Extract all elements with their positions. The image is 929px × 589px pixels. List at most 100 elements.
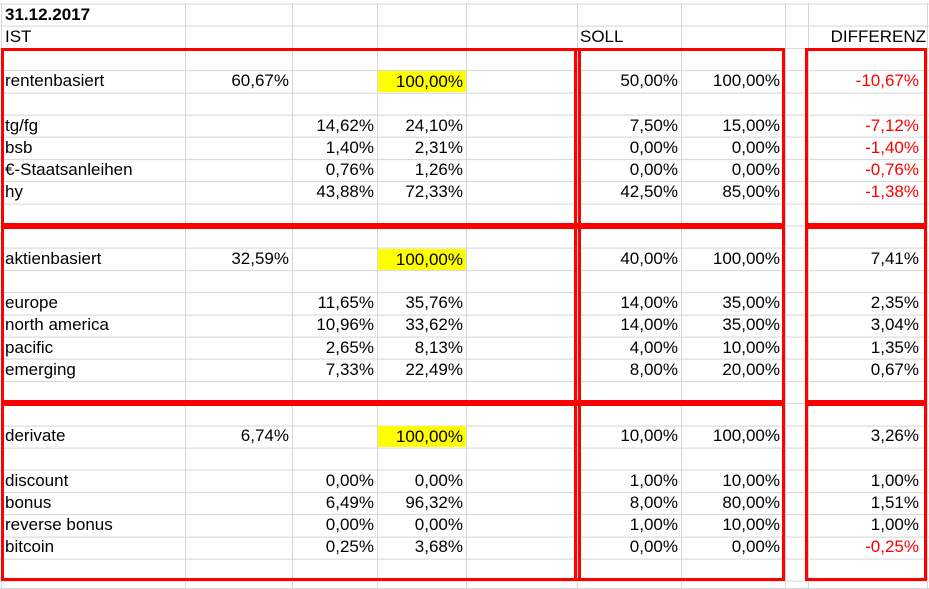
cell-soll-share[interactable]: 100,00% (712, 426, 780, 445)
cell-row-label[interactable]: pacific (5, 338, 54, 357)
cell-row-ist[interactable]: 0,25% (325, 537, 374, 556)
cell-row-ist[interactable]: 0,00% (325, 515, 374, 534)
gridline-col-g-h (785, 3, 786, 589)
cell-row-soll-share[interactable]: 20,00% (722, 360, 780, 379)
cell-ist-share-highlighted[interactable]: 100,00% (378, 249, 466, 270)
cell-row-label[interactable]: bitcoin (5, 537, 55, 556)
date-cell[interactable]: 31.12.2017 (5, 5, 91, 24)
cell-row-label[interactable]: reverse bonus (5, 515, 113, 534)
cell-row-soll[interactable]: 14,00% (620, 315, 678, 334)
cell-row-differenz[interactable]: -0,76% (865, 160, 919, 179)
cell-row-label[interactable]: europe (5, 293, 58, 312)
cell-differenz-total[interactable]: 7,41% (870, 249, 919, 268)
gridline-col-i-right (927, 3, 928, 589)
cell-row-soll[interactable]: 42,50% (620, 182, 678, 201)
cell-row-ist[interactable]: 6,49% (325, 493, 374, 512)
cell-row-differenz[interactable]: -1,38% (865, 182, 919, 201)
header-ist[interactable]: IST (5, 27, 32, 46)
cell-row-ist-share[interactable]: 2,31% (414, 138, 463, 157)
cell-row-soll-share[interactable]: 35,00% (722, 293, 780, 312)
cell-row-differenz[interactable]: 3,04% (870, 315, 919, 334)
cell-row-soll-share[interactable]: 10,00% (722, 515, 780, 534)
gridline-col-e-f (577, 3, 578, 589)
cell-row-soll[interactable]: 0,00% (629, 537, 678, 556)
cell-row-differenz[interactable]: -0,25% (865, 537, 919, 556)
cell-row-soll[interactable]: 4,00% (629, 338, 678, 357)
gridline-col-a-b (185, 3, 186, 589)
cell-soll-total[interactable]: 10,00% (620, 426, 678, 445)
cell-row-ist[interactable]: 2,65% (325, 338, 374, 357)
cell-row-ist-share[interactable]: 72,33% (405, 182, 463, 201)
cell-ist-share-highlighted[interactable]: 100,00% (378, 426, 466, 447)
cell-ist-total[interactable]: 6,74% (240, 426, 289, 445)
cell-row-soll[interactable]: 0,00% (629, 160, 678, 179)
cell-row-differenz[interactable]: 1,00% (870, 515, 919, 534)
cell-row-ist-share[interactable]: 24,10% (405, 116, 463, 135)
cell-soll-share[interactable]: 100,00% (712, 249, 780, 268)
cell-row-label[interactable]: north america (5, 315, 109, 334)
cell-row-soll-share[interactable]: 15,00% (722, 116, 780, 135)
cell-row-soll[interactable]: 14,00% (620, 293, 678, 312)
cell-soll-share[interactable]: 100,00% (712, 71, 780, 90)
cell-row-ist[interactable]: 7,33% (325, 360, 374, 379)
cell-row-label[interactable]: hy (5, 182, 23, 201)
cell-row-differenz[interactable]: 0,67% (870, 360, 919, 379)
cell-row-differenz[interactable]: 2,35% (870, 293, 919, 312)
cell-differenz-total[interactable]: 3,26% (870, 426, 919, 445)
cell-ist-total[interactable]: 32,59% (231, 249, 289, 268)
header-differenz[interactable]: DIFFERENZ (830, 27, 926, 46)
cell-row-soll-share[interactable]: 0,00% (731, 160, 780, 179)
cell-differenz-total[interactable]: -10,67% (855, 71, 919, 90)
cell-row-ist-share[interactable]: 96,32% (405, 493, 463, 512)
cell-row-soll-share[interactable]: 0,00% (731, 138, 780, 157)
cell-row-soll[interactable]: 1,00% (629, 471, 678, 490)
cell-row-ist-share[interactable]: 0,00% (414, 471, 463, 490)
cell-row-soll[interactable]: 8,00% (629, 493, 678, 512)
cell-row-ist-share[interactable]: 1,26% (414, 160, 463, 179)
cell-row-label[interactable]: emerging (5, 360, 76, 379)
cell-row-ist[interactable]: 0,76% (325, 160, 374, 179)
cell-row-ist-share[interactable]: 8,13% (414, 338, 463, 357)
cell-row-soll-share[interactable]: 35,00% (722, 315, 780, 334)
cell-row-label[interactable]: bsb (5, 138, 33, 157)
cell-row-ist-share[interactable]: 3,68% (414, 537, 463, 556)
cell-row-ist[interactable]: 0,00% (325, 471, 374, 490)
cell-row-soll-share[interactable]: 80,00% (722, 493, 780, 512)
cell-row-soll-share[interactable]: 10,00% (722, 471, 780, 490)
cell-row-ist[interactable]: 11,65% (317, 293, 374, 312)
cell-row-ist[interactable]: 1,40% (325, 138, 374, 157)
cell-row-soll-share[interactable]: 85,00% (722, 182, 780, 201)
cell-row-soll[interactable]: 8,00% (629, 360, 678, 379)
cell-row-soll-share[interactable]: 0,00% (731, 537, 780, 556)
cell-row-differenz[interactable]: 1,35% (870, 338, 919, 357)
cell-section-name[interactable]: rentenbasiert (5, 71, 105, 90)
cell-soll-total[interactable]: 50,00% (620, 71, 678, 90)
cell-row-ist[interactable]: 43,88% (316, 182, 374, 201)
cell-row-differenz[interactable]: -1,40% (865, 138, 919, 157)
cell-row-differenz[interactable]: 1,00% (870, 471, 919, 490)
cell-row-ist[interactable]: 14,62% (316, 116, 374, 135)
cell-row-ist-share[interactable]: 0,00% (414, 515, 463, 534)
cell-row-soll-share[interactable]: 10,00% (722, 338, 780, 357)
cell-ist-total[interactable]: 60,67% (231, 71, 289, 90)
cell-row-label[interactable]: tg/fg (5, 116, 39, 135)
cell-row-label[interactable]: €-Staatsanleihen (5, 160, 133, 179)
cell-row-ist-share[interactable]: 33,62% (405, 315, 463, 334)
cell-row-differenz[interactable]: 1,51% (870, 493, 919, 512)
cell-ist-share-highlighted[interactable]: 100,00% (378, 71, 466, 92)
cell-row-ist-share[interactable]: 35,76% (405, 293, 463, 312)
cell-row-ist-share[interactable]: 22,49% (405, 360, 463, 379)
cell-row-label[interactable]: discount (5, 471, 69, 490)
cell-soll-total[interactable]: 40,00% (620, 249, 678, 268)
cell-section-name[interactable]: derivate (5, 426, 66, 445)
cell-row-soll[interactable]: 7,50% (629, 116, 678, 135)
cell-row-label[interactable]: bonus (5, 493, 52, 512)
header-soll[interactable]: SOLL (580, 27, 624, 46)
cell-section-name[interactable]: aktienbasiert (5, 249, 102, 268)
cell-row-ist[interactable]: 10,96% (316, 315, 374, 334)
cell-row-differenz[interactable]: -7,12% (865, 116, 919, 135)
cell-row-soll[interactable]: 1,00% (629, 515, 678, 534)
cell-row-soll[interactable]: 0,00% (629, 138, 678, 157)
